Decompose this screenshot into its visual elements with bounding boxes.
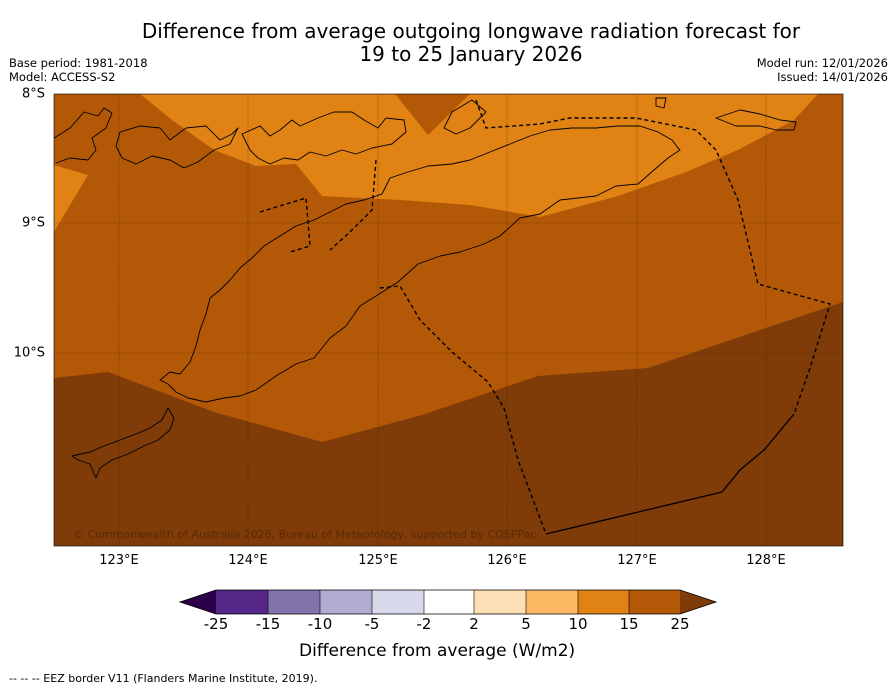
model-run: Model run: 12/01/2026	[756, 56, 888, 70]
lat-label-9s: 9°S	[21, 215, 45, 231]
babar-island	[715, 109, 797, 131]
islet	[655, 97, 667, 109]
eez-border-solid	[545, 413, 795, 535]
colorbar-upper-arrow	[680, 590, 716, 614]
colorbar-tick-label: 2	[469, 615, 479, 633]
eez-border-south	[379, 285, 547, 535]
colorbar-tick-label: 10	[568, 615, 588, 633]
colorbar-tick-label: -25	[203, 615, 229, 633]
colorbar-swatch	[320, 590, 372, 614]
map-frame	[53, 93, 844, 547]
colorbar-swatch	[268, 590, 320, 614]
eez-border-east	[475, 99, 831, 415]
graticule	[54, 94, 843, 546]
colorbar-tick-label: -10	[307, 615, 333, 633]
colorbar-tick-label: 15	[619, 615, 639, 633]
colorbar-tick-label: 5	[521, 615, 531, 633]
lat-label-8s: 8°S	[21, 86, 45, 102]
timor-coast	[159, 125, 681, 403]
eez-border-timor	[329, 159, 377, 251]
map-title: Difference from average outgoing longwav…	[141, 19, 801, 66]
issued-date: Issued: 14/01/2026	[777, 70, 888, 84]
lon-label-127e: 127°E	[617, 553, 657, 568]
map-credit: © Commonwealth of Australia 2026, Bureau…	[73, 528, 536, 541]
colorbar-swatch	[424, 590, 474, 614]
coastlines	[54, 97, 797, 479]
alor-island	[115, 125, 239, 169]
base-period: Base period: 1981-2018	[9, 56, 148, 70]
lon-label-123e: 123°E	[99, 553, 139, 568]
colorbar	[178, 589, 718, 615]
colorbar-tick-label: 25	[670, 615, 690, 633]
colorbar-swatch	[372, 590, 424, 614]
colorbar-tick-label: -15	[255, 615, 281, 633]
rote-island	[71, 407, 175, 479]
small-island	[443, 99, 487, 135]
colorbar-lower-arrow	[180, 590, 216, 614]
colorbar-swatch	[474, 590, 526, 614]
meta-left: Base period: 1981-2018 Model: ACCESS-S2	[9, 56, 148, 84]
colorbar-tick-label: -2	[416, 615, 432, 633]
colorbar-swatch	[629, 590, 680, 614]
lon-label-126e: 126°E	[487, 553, 527, 568]
lon-label-124e: 124°E	[228, 553, 268, 568]
map-panel: © Commonwealth of Australia 2026, Bureau…	[54, 94, 843, 546]
colorbar-swatch	[578, 590, 629, 614]
colorbar-swatch	[526, 590, 578, 614]
anomaly-band-over-25	[54, 302, 843, 546]
eez-borders	[259, 99, 831, 535]
meta-right: Model run: 12/01/2026 Issued: 14/01/2026	[757, 56, 888, 84]
lon-label-125e: 125°E	[358, 553, 398, 568]
eez-border-west	[259, 197, 311, 253]
flores-coast	[54, 107, 113, 164]
colorbar-title: Difference from average (W/m2)	[299, 641, 576, 661]
lon-label-128e: 128°E	[746, 553, 786, 568]
lat-label-10s: 10°S	[13, 345, 45, 361]
model-name: Model: ACCESS-S2	[9, 70, 116, 84]
eez-legend-note: -- -- -- EEZ border V11 (Flanders Marine…	[9, 672, 318, 685]
wetar-island	[241, 111, 407, 165]
anomaly-band-10-15-north	[140, 94, 818, 217]
colorbar-tick-label: -5	[364, 615, 380, 633]
anomaly-band-10-15-west	[54, 165, 88, 232]
colorbar-swatch	[216, 590, 268, 614]
